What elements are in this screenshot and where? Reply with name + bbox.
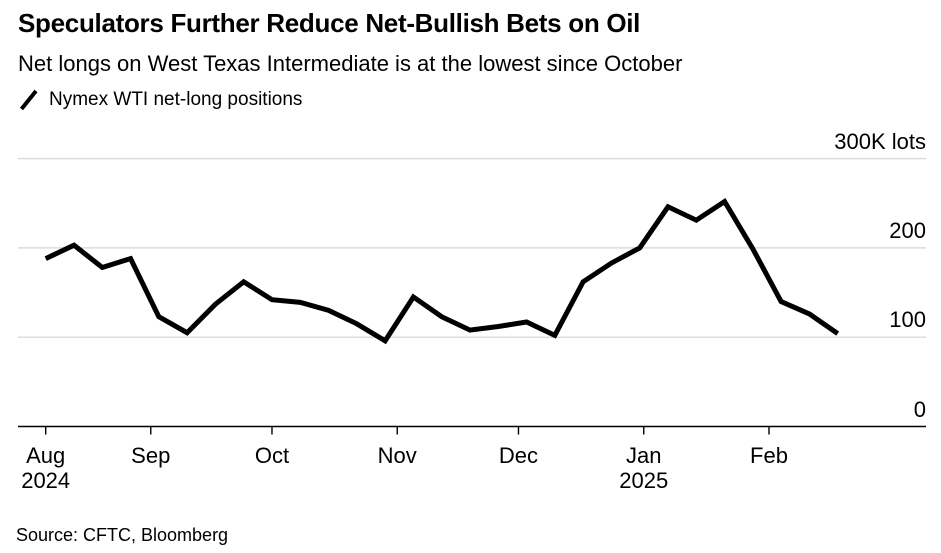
x-tick-label: Oct xyxy=(254,443,290,468)
y-tick-label: 100 xyxy=(889,307,926,333)
chart-subtitle: Net longs on West Texas Intermediate is … xyxy=(18,51,683,76)
x-tick-label: Aug xyxy=(26,443,66,468)
x-tick-label: Feb xyxy=(750,443,788,468)
x-tick-label: Nov xyxy=(377,443,417,468)
x-tick-label: Dec xyxy=(498,443,539,468)
legend-label: Nymex WTI net-long positions xyxy=(49,89,303,110)
x-tick-label: Sep xyxy=(131,443,171,468)
line-slash-icon xyxy=(19,89,38,111)
y-tick-label: 0 xyxy=(913,396,926,422)
y-tick-label: 300K lots xyxy=(834,128,926,154)
x-tick-year-label: 2024 xyxy=(21,468,71,493)
source-note: Source: CFTC, Bloomberg xyxy=(16,525,229,545)
wti-net-long-line xyxy=(44,197,840,345)
chart-title: Speculators Further Reduce Net-Bullish B… xyxy=(18,8,641,38)
x-tick-year-label: 2025 xyxy=(619,468,669,493)
legend: Nymex WTI net-long positions xyxy=(19,88,302,112)
x-tick-label: Jan xyxy=(625,443,662,468)
y-tick-label: 200 xyxy=(889,217,926,243)
